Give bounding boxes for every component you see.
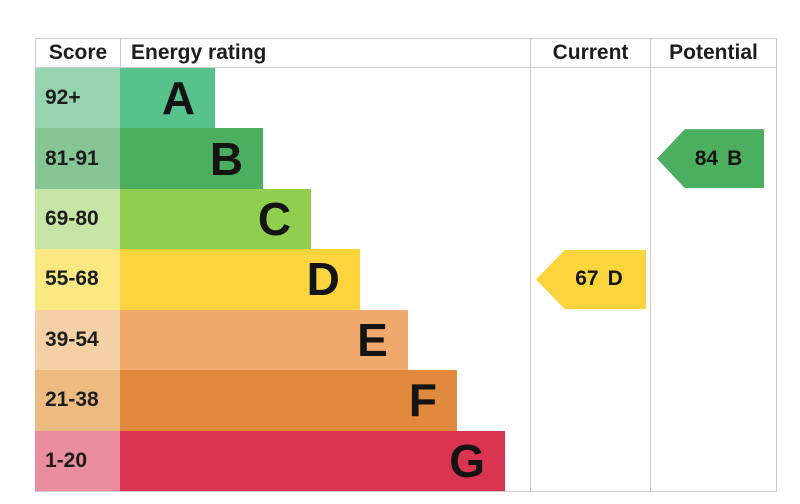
band-rows: 92+ A 81-91 B (35, 68, 777, 492)
rating-bar-e: E (120, 309, 408, 371)
current-column-cell (530, 68, 650, 129)
energy-cell: G (120, 430, 530, 491)
rating-bar-d: D (120, 249, 360, 310)
rating-letter: F (408, 374, 438, 427)
energy-cell: C (120, 188, 530, 250)
potential-score-value: 84 (694, 146, 719, 170)
header-potential: Potential (650, 38, 777, 68)
potential-column-cell: 84 B (650, 128, 777, 189)
potential-rating-arrow: 84 B (657, 129, 764, 189)
potential-column-cell (650, 249, 777, 310)
score-range-label: 39-54 (35, 309, 120, 371)
potential-column-cell (650, 188, 777, 250)
rating-letter: E (357, 313, 388, 366)
potential-column-cell (650, 430, 777, 491)
epc-row-g: 1-20 G (35, 430, 777, 491)
rating-letter: C (257, 193, 292, 246)
rating-letter: B (209, 132, 244, 185)
epc-row-b: 81-91 B 84 B (35, 128, 777, 189)
current-column-cell (530, 128, 650, 189)
score-range-label: 92+ (35, 68, 120, 129)
score-range-label: 81-91 (35, 128, 120, 189)
rating-bar-g: G (120, 430, 505, 491)
current-column-cell: 67 D (530, 249, 650, 310)
energy-cell: E (120, 309, 530, 371)
current-column-cell (530, 188, 650, 250)
current-column-cell (530, 370, 650, 431)
epc-row-e: 39-54 E (35, 309, 777, 371)
score-range-label: 55-68 (35, 249, 120, 310)
header-row: Score Energy rating Current Potential (35, 38, 777, 68)
current-band-letter: D (607, 267, 623, 291)
epc-row-a: 92+ A (35, 68, 777, 129)
header-current: Current (530, 38, 650, 68)
current-rating-arrow: 67 D (536, 249, 646, 309)
score-range-label: 1-20 (35, 430, 120, 491)
rating-letter: D (306, 253, 340, 306)
rating-bar-b: B (120, 128, 264, 189)
rating-letter: G (449, 434, 485, 487)
epc-row-c: 69-80 C (35, 188, 777, 250)
score-range-label: 69-80 (35, 188, 120, 250)
header-energy-rating: Energy rating (120, 38, 530, 68)
energy-cell: B (120, 128, 530, 189)
energy-cell: A (120, 68, 530, 129)
header-score: Score (35, 38, 120, 68)
rating-bar-f: F (120, 370, 458, 431)
energy-cell: D (120, 249, 530, 310)
rating-bar-a: A (120, 68, 216, 129)
epc-table: Score Energy rating Current Potential 92… (35, 38, 777, 492)
current-score-value: 67 (575, 267, 599, 291)
score-range-label: 21-38 (35, 370, 120, 431)
current-column-cell (530, 309, 650, 371)
energy-cell: F (120, 370, 530, 431)
epc-row-d: 55-68 D 67 D (35, 249, 777, 310)
current-column-cell (530, 430, 650, 491)
potential-band-letter: B (727, 146, 743, 170)
potential-column-cell (650, 309, 777, 371)
rating-letter: A (161, 72, 196, 125)
potential-column-cell (650, 68, 777, 129)
epc-row-f: 21-38 F (35, 370, 777, 431)
potential-column-cell (650, 370, 777, 431)
rating-bar-c: C (120, 188, 312, 250)
